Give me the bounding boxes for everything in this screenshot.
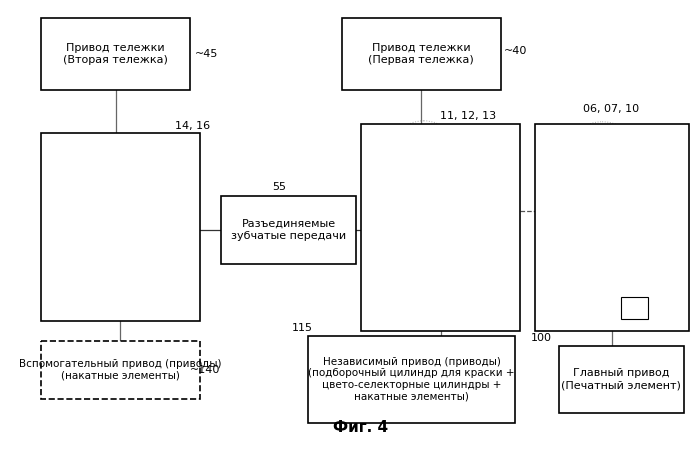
Text: 100: 100 xyxy=(531,333,552,343)
Text: Разъединяемые
зубчатые передачи: Разъединяемые зубчатые передачи xyxy=(231,219,346,241)
Text: 14, 16: 14, 16 xyxy=(175,121,210,131)
Bar xyxy=(361,124,520,331)
Bar xyxy=(535,124,689,331)
Bar xyxy=(41,341,200,399)
Text: ~45: ~45 xyxy=(195,49,219,59)
Text: 06, 07, 10: 06, 07, 10 xyxy=(583,104,639,114)
Bar xyxy=(342,18,501,90)
Text: 115: 115 xyxy=(291,323,312,333)
Text: Независимый привод (приводы)
(подборочный цилиндр для краски +
цвето-селекторные: Независимый привод (приводы) (подборочны… xyxy=(308,357,515,402)
Text: ~40: ~40 xyxy=(504,46,527,57)
Text: ~140: ~140 xyxy=(190,365,221,374)
Text: Фиг. 4: Фиг. 4 xyxy=(333,420,388,435)
Bar xyxy=(559,346,684,413)
Text: 11, 12, 13: 11, 12, 13 xyxy=(440,111,496,121)
Text: Главный привод
(Печатный элемент): Главный привод (Печатный элемент) xyxy=(561,369,682,390)
Bar xyxy=(308,336,515,423)
Bar xyxy=(41,18,190,90)
Text: Привод тележки
(Вторая тележка): Привод тележки (Вторая тележка) xyxy=(63,43,168,65)
Text: Вспомогательный привод (приводы)
(накатные элементы): Вспомогательный привод (приводы) (накатн… xyxy=(19,359,222,380)
Text: 55: 55 xyxy=(273,182,287,192)
Bar xyxy=(221,196,356,264)
Text: Привод тележки
(Первая тележка): Привод тележки (Первая тележка) xyxy=(368,43,474,65)
Bar xyxy=(41,133,200,321)
Bar xyxy=(621,297,649,318)
